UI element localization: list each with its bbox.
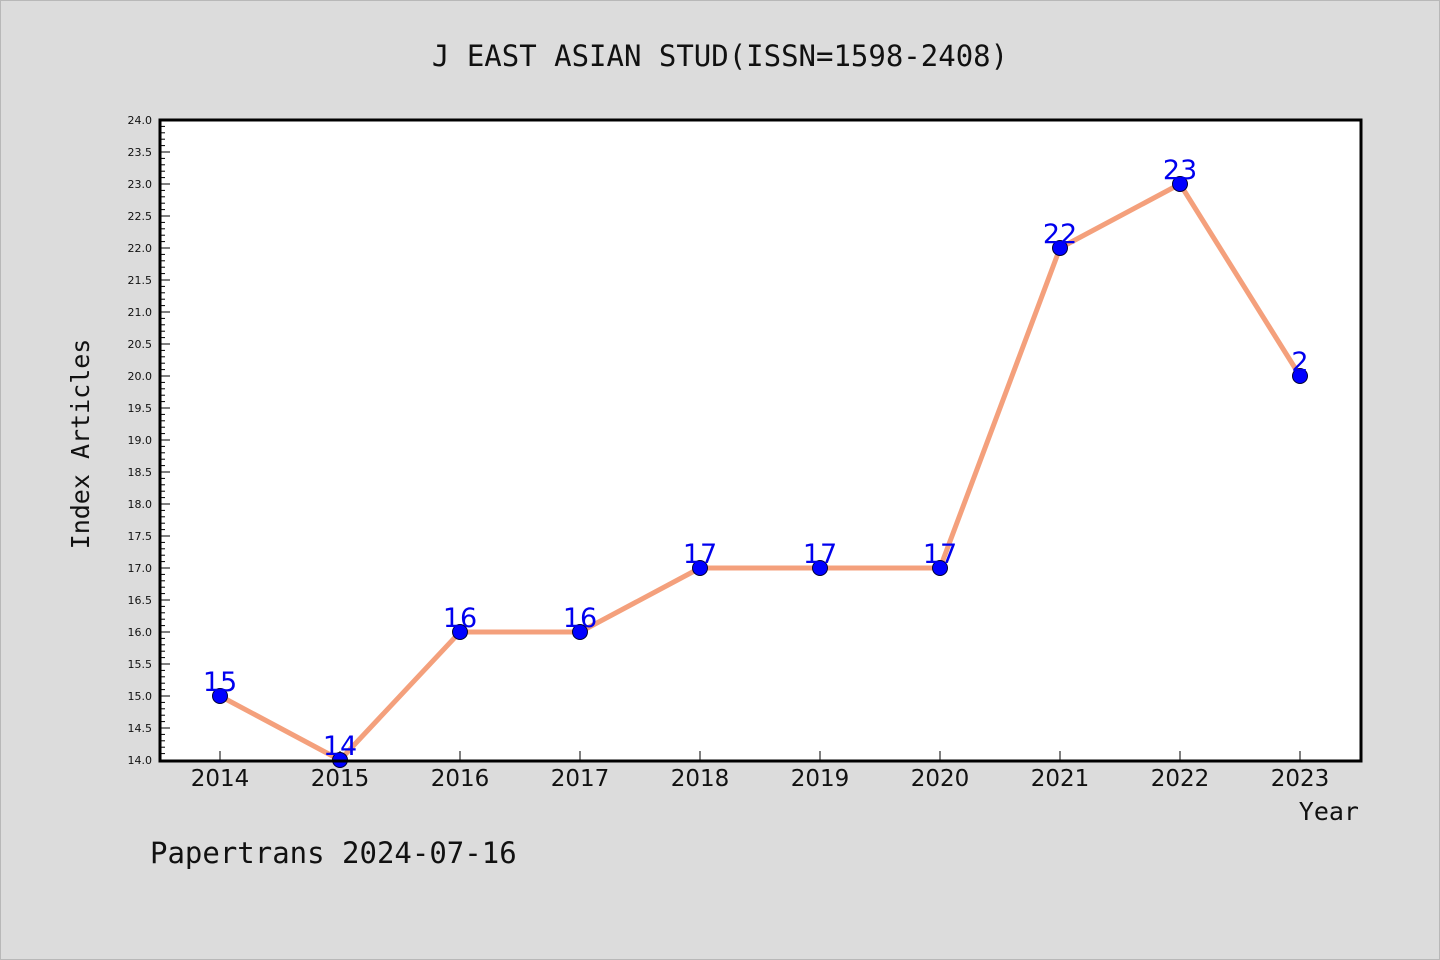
- footer-caption: Papertrans 2024-07-16: [150, 836, 517, 870]
- data-label: 16: [443, 603, 477, 634]
- chart-title: J EAST ASIAN STUD(ISSN=1598-2408): [432, 39, 1008, 73]
- data-point: [1172, 176, 1188, 192]
- data-label: 15: [203, 667, 237, 698]
- y-tick-label: 14.0: [128, 754, 153, 767]
- y-tick-label: 14.5: [128, 722, 153, 735]
- y-tick-label: 21.5: [128, 274, 153, 287]
- series-line-layer: [217, 181, 1303, 763]
- data-labels-layer: 15 14 16 16 17 17 17 22 23 2: [203, 155, 1309, 762]
- x-tick-label: 2014: [191, 766, 250, 792]
- y-tick-label: 21.0: [128, 306, 153, 319]
- y-tick-label: 15.5: [128, 658, 153, 671]
- data-point: [932, 560, 948, 576]
- data-point: [812, 560, 828, 576]
- y-tick-label: 24.0: [128, 114, 153, 127]
- data-point: [572, 624, 588, 640]
- y-tick-label: 19.5: [128, 402, 153, 415]
- data-label: 22: [1043, 219, 1077, 250]
- y-tick-label: 23.0: [128, 178, 153, 191]
- data-label: 17: [803, 539, 837, 570]
- y-tick-label: 22.0: [128, 242, 153, 255]
- data-point: [1292, 368, 1308, 384]
- x-axis-title: Year: [1299, 797, 1359, 826]
- x-tick-label: 2020: [911, 766, 970, 792]
- x-tick-label: 2023: [1271, 766, 1330, 792]
- x-tick-label: 2018: [671, 766, 730, 792]
- data-label: 17: [683, 539, 717, 570]
- data-point: [692, 560, 708, 576]
- y-tick-label: 16.5: [128, 594, 153, 607]
- data-label: 17: [923, 539, 957, 570]
- series-line: [217, 181, 1303, 763]
- x-tick-label: 2016: [431, 766, 490, 792]
- x-tick-label: 2017: [551, 766, 610, 792]
- y-axis: 14.0 14.5 15.0 15.5 16.0 16.5 17.0 17.5 18.0 18.5…: [128, 114, 170, 767]
- y-tick-label: 23.5: [128, 146, 153, 159]
- y-tick-label: 20.5: [128, 338, 153, 351]
- data-point: [452, 624, 468, 640]
- x-tick-label: 2021: [1031, 766, 1090, 792]
- markers-layer: [212, 176, 1308, 768]
- x-axis: 2014 2015 2016 2017 2018 2019 2020 2021 2022 2023: [191, 751, 1330, 792]
- plot-border: [158, 118, 1363, 763]
- x-tick-label: 2022: [1151, 766, 1210, 792]
- y-tick-label: 18.0: [128, 498, 153, 511]
- y-tick-label: 17.5: [128, 530, 153, 543]
- x-tick-label: 2015: [311, 766, 370, 792]
- data-label: 16: [563, 603, 597, 634]
- y-tick-label: 22.5: [128, 210, 153, 223]
- y-axis-title: Index Articles: [66, 339, 95, 550]
- y-tick-label: 18.5: [128, 466, 153, 479]
- data-label: 23: [1163, 155, 1197, 186]
- y-tick-label: 19.0: [128, 434, 153, 447]
- x-tick-label: 2019: [791, 766, 850, 792]
- plot-area: [160, 120, 1361, 761]
- y-tick-label: 15.0: [128, 690, 153, 703]
- y-tick-label: 16.0: [128, 626, 153, 639]
- y-tick-label: 17.0: [128, 562, 153, 575]
- data-label: 14: [323, 731, 357, 762]
- data-point: [1052, 240, 1068, 256]
- data-label: 2: [1291, 347, 1308, 378]
- y-tick-label: 20.0: [128, 370, 153, 383]
- data-point: [212, 688, 228, 704]
